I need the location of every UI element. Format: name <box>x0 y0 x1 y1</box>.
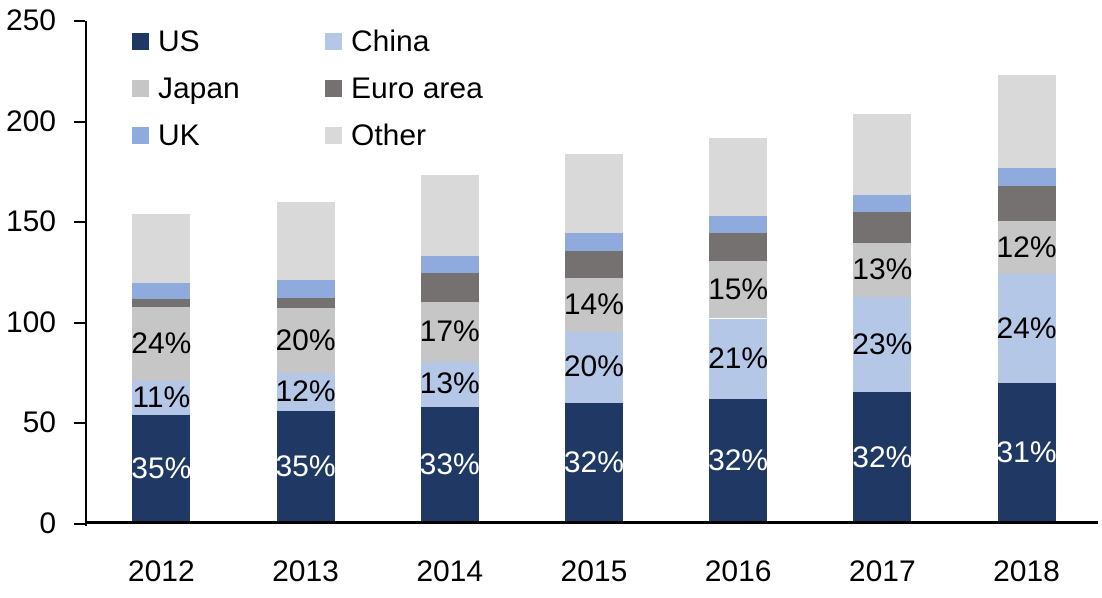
legend-label-china: China <box>351 25 430 58</box>
bar-segment-other-2012 <box>132 214 191 284</box>
segment-label-japan-2016: 15% <box>708 272 769 306</box>
bar-segment-china-2016 <box>709 318 768 399</box>
bar-segment-us-2013 <box>276 410 335 524</box>
bar-segment-japan-2012 <box>132 307 191 381</box>
segment-label-china-2014: 13% <box>419 367 480 401</box>
x-tick-label-2017: 2017 <box>848 555 916 588</box>
y-tick-label: 50 <box>22 406 56 439</box>
y-tick <box>74 120 85 123</box>
bar-segment-us-2016 <box>709 398 768 524</box>
bar-segment-euro-area-2018 <box>997 185 1056 221</box>
bar-segment-us-2014 <box>420 406 479 524</box>
segment-label-japan-2015: 14% <box>563 287 624 321</box>
bar-segment-japan-2018 <box>997 221 1056 275</box>
bar-segment-us-2017 <box>853 391 912 524</box>
y-tick-label: 0 <box>39 506 56 540</box>
bar-segment-other-2014 <box>420 174 479 257</box>
segment-label-japan-2018: 12% <box>996 230 1057 264</box>
y-tick-label: 250 <box>5 4 56 37</box>
bar-segment-euro-area-2014 <box>420 273 479 303</box>
bar-segment-other-2018 <box>997 75 1056 168</box>
segment-label-china-2017: 23% <box>852 327 913 361</box>
bar-segment-uk-2017 <box>853 194 912 212</box>
bar-segment-uk-2018 <box>997 167 1056 186</box>
segment-label-us-2015: 32% <box>563 446 624 480</box>
bar-segment-other-2017 <box>853 113 912 195</box>
bar-segment-uk-2014 <box>420 256 479 274</box>
x-tick-label-2018: 2018 <box>993 555 1060 588</box>
bar-segment-us-2012 <box>132 415 191 524</box>
x-tick-label-2016: 2016 <box>704 555 772 588</box>
legend-swatch-japan <box>132 80 149 97</box>
segment-label-us-2018: 31% <box>996 436 1057 470</box>
y-tick <box>74 522 85 525</box>
bar-segment-uk-2015 <box>564 233 623 252</box>
legend-swatch-china <box>325 33 342 50</box>
bar-segment-uk-2012 <box>132 283 191 300</box>
bar-segment-uk-2016 <box>709 216 768 234</box>
segment-label-japan-2014: 17% <box>419 315 480 348</box>
x-tick-label-2012: 2012 <box>127 555 195 588</box>
x-tick-label-2013: 2013 <box>272 555 339 588</box>
legend-swatch-uk <box>132 127 149 144</box>
legend-swatch-other <box>325 127 342 144</box>
bar-segment-euro-area-2016 <box>709 233 768 262</box>
segment-label-china-2018: 24% <box>996 311 1057 345</box>
bar-segment-china-2014 <box>420 361 479 407</box>
bar-segment-china-2017 <box>853 297 912 392</box>
y-tick-label: 100 <box>5 305 56 339</box>
segment-label-china-2015: 20% <box>563 350 624 384</box>
bar-segment-china-2013 <box>276 372 335 411</box>
legend-label-euro-area: Euro area <box>351 72 483 105</box>
bar-segment-euro-area-2013 <box>276 298 335 309</box>
bar-segment-china-2015 <box>564 331 623 403</box>
segment-label-china-2016: 21% <box>708 341 769 375</box>
x-tick-label-2015: 2015 <box>560 555 628 588</box>
legend-label-japan: Japan <box>158 72 240 105</box>
segment-label-china-2013: 12% <box>275 374 336 408</box>
y-tick <box>74 20 85 22</box>
legend-label-us: US <box>158 25 200 58</box>
bar-segment-japan-2015 <box>564 278 623 332</box>
y-axis-line <box>85 21 87 526</box>
legend-swatch-us <box>132 33 149 50</box>
segment-label-us-2013: 35% <box>275 450 336 484</box>
bar-segment-other-2013 <box>276 201 335 281</box>
bar-segment-china-2018 <box>997 274 1056 383</box>
bar-segment-japan-2014 <box>420 302 479 362</box>
bar-segment-euro-area-2012 <box>132 299 191 308</box>
segment-label-china-2012: 11% <box>132 380 191 414</box>
bar-segment-other-2016 <box>709 137 768 216</box>
segment-label-japan-2012: 24% <box>131 327 192 361</box>
segment-label-us-2017: 32% <box>852 440 913 474</box>
x-axis-line <box>85 521 1098 524</box>
bar-segment-china-2012 <box>132 380 191 415</box>
bar-segment-japan-2013 <box>276 308 335 373</box>
bar-segment-other-2015 <box>564 153 623 234</box>
segment-label-japan-2017: 13% <box>852 253 913 287</box>
y-tick-label: 150 <box>5 205 56 238</box>
segment-label-japan-2013: 20% <box>275 323 336 357</box>
segment-label-us-2012: 35% <box>131 452 192 486</box>
bar-segment-euro-area-2015 <box>564 251 623 279</box>
bar-segment-japan-2016 <box>709 261 768 319</box>
bar-segment-uk-2013 <box>276 280 335 299</box>
legend-swatch-euro-area <box>325 80 342 97</box>
bar-segment-euro-area-2017 <box>853 212 912 244</box>
x-tick-label-2014: 2014 <box>416 555 484 588</box>
bar-segment-us-2015 <box>564 402 623 524</box>
segment-label-us-2016: 32% <box>708 444 769 478</box>
segment-label-us-2014: 33% <box>419 448 480 482</box>
y-tick <box>74 321 85 324</box>
legend-label-uk: UK <box>158 119 200 152</box>
bar-segment-us-2018 <box>997 382 1056 524</box>
y-tick <box>74 221 85 223</box>
legend-label-other: Other <box>351 119 427 152</box>
y-tick-label: 200 <box>5 104 56 138</box>
y-tick <box>74 422 85 424</box>
bar-segment-japan-2017 <box>853 243 912 298</box>
